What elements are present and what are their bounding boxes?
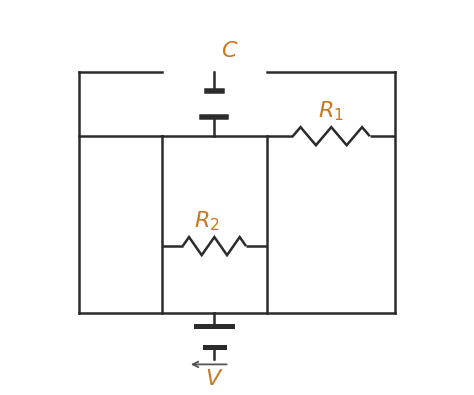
- Text: $R_1$: $R_1$: [319, 100, 344, 124]
- Text: $V$: $V$: [205, 369, 224, 391]
- Text: $C$: $C$: [221, 40, 238, 62]
- Text: $R_2$: $R_2$: [194, 210, 219, 233]
